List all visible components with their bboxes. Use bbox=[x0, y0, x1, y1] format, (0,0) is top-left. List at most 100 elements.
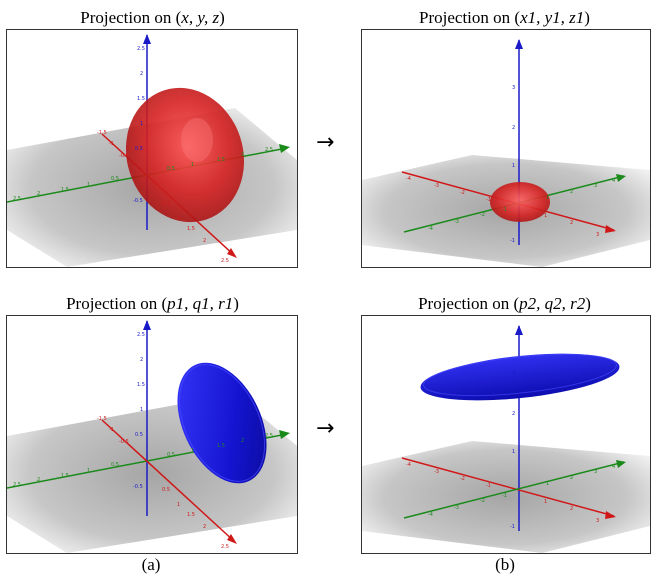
y-tick-label: 1 bbox=[87, 468, 90, 474]
y-tick-label: 3 bbox=[594, 469, 597, 475]
x-tick-label: -1.5 bbox=[97, 416, 107, 422]
x-tick-label: 2 bbox=[203, 524, 206, 530]
x-tick-label: -1 bbox=[109, 141, 114, 147]
z-axis-arrowhead bbox=[515, 325, 523, 335]
y-tick-label: 1.5 bbox=[61, 187, 69, 193]
y-tick-label: 0.5 bbox=[167, 166, 175, 172]
y-tick-label: 1 bbox=[546, 481, 549, 487]
x-tick-label: 1 bbox=[544, 213, 547, 219]
x-tick-label: -4 bbox=[406, 462, 411, 468]
x-tick-label: 1 bbox=[177, 502, 180, 508]
y-axis-arrowhead bbox=[279, 430, 290, 439]
x-tick-label: -0.5 bbox=[119, 439, 129, 445]
x-tick-label: 2 bbox=[570, 220, 573, 226]
panel-title-x1y1z1: Projection on (x1, y1, z1) bbox=[419, 8, 590, 27]
plot-panel-x1y1z1: 3 2 1 -1 -4 -3 -2 -1 1 2 3 -4 -3 -2 -1 1… bbox=[361, 29, 651, 268]
x-axis bbox=[401, 457, 615, 517]
x-tick-label: 1.5 bbox=[187, 226, 195, 232]
z-tick-label: 2 bbox=[512, 411, 515, 417]
x-tick-label: -3 bbox=[434, 469, 439, 475]
panel-title-xyz: Projection on (x, y, z) bbox=[80, 8, 225, 27]
y-tick-label: 2 bbox=[570, 189, 573, 195]
y-tick-label: 2.5 bbox=[13, 196, 21, 202]
z-tick-label: 2 bbox=[512, 125, 515, 131]
y-tick-label: 2 bbox=[37, 191, 40, 197]
z-tick-label: -0.5 bbox=[133, 198, 143, 204]
y-tick-label: 1.5 bbox=[217, 157, 225, 163]
y-tick-label: 2.5 bbox=[265, 433, 273, 439]
z-tick-label: 2.5 bbox=[137, 332, 145, 338]
panel-title-p2q2r2: Projection on (p2, q2, r2) bbox=[418, 294, 591, 313]
y-tick-label: 1.5 bbox=[61, 473, 69, 479]
y-tick-label: 2 bbox=[37, 477, 40, 483]
y-tick-label: -1 bbox=[502, 493, 507, 499]
plot-panel-xyz: 2.5 2 1.5 1 0.5 -0.5 -1.5 -1 -0.5 0.5 1 … bbox=[6, 29, 298, 268]
y-tick-label: 1.5 bbox=[217, 443, 225, 449]
caption-b: (b) bbox=[495, 555, 515, 574]
transition-arrow-bottom: → bbox=[316, 416, 335, 441]
z-tick-label: 1 bbox=[512, 449, 515, 455]
plot-panel-p2q2r2: 3 2 1 -1 -4 -3 -2 -1 1 2 3 -4 -3 -2 -1 1… bbox=[361, 315, 651, 554]
y-tick-label: 2 bbox=[570, 475, 573, 481]
z-tick-label: 3 bbox=[512, 85, 515, 91]
z-tick-label: 1 bbox=[140, 121, 143, 127]
y-tick-label: 1 bbox=[191, 162, 194, 168]
x-axis-arrowhead bbox=[605, 511, 616, 519]
x-axis-arrowhead bbox=[605, 225, 616, 233]
x-axis bbox=[101, 419, 236, 543]
transition-arrow-top: → bbox=[316, 130, 335, 155]
x-tick-label: 2 bbox=[570, 506, 573, 512]
z-tick-label: -1 bbox=[510, 238, 515, 244]
z-tick-label: -1 bbox=[510, 524, 515, 530]
ground-plane bbox=[362, 441, 650, 553]
x-tick-label: 3 bbox=[596, 518, 599, 524]
x-tick-label: -2 bbox=[460, 190, 465, 196]
y-tick-label: 0.5 bbox=[111, 176, 119, 182]
y-tick-label: 2.5 bbox=[13, 482, 21, 488]
y-tick-label: -3 bbox=[454, 219, 459, 225]
z-axis-arrowhead bbox=[143, 320, 151, 330]
x-tick-label: 0.5 bbox=[162, 487, 170, 493]
y-tick-label: 4 bbox=[612, 178, 615, 184]
z-tick-label: 0.5 bbox=[135, 146, 143, 152]
blue-disk bbox=[177, 362, 267, 484]
z-tick-label: 0.5 bbox=[135, 432, 143, 438]
z-tick-label: 2 bbox=[140, 71, 143, 77]
y-tick-label: 0.5 bbox=[167, 452, 175, 458]
y-axis-arrowhead bbox=[616, 460, 626, 468]
x-tick-label: -1 bbox=[486, 483, 491, 489]
x-tick-label: -1.5 bbox=[97, 130, 107, 136]
z-tick-label: 1 bbox=[512, 163, 515, 169]
z-axis-arrowhead bbox=[143, 34, 151, 44]
plot-panel-p1q1r1: 2.5 2 1.5 1 0.5 -0.5 -1.5 -1 -0.5 0.5 1 … bbox=[6, 315, 298, 554]
y-tick-label: -4 bbox=[428, 226, 433, 232]
x-axis-arrowhead bbox=[227, 248, 237, 258]
y-axis-arrowhead bbox=[616, 174, 626, 182]
x-tick-label: 3 bbox=[596, 232, 599, 238]
y-tick-label: -1 bbox=[502, 207, 507, 213]
y-tick-label: -2 bbox=[480, 498, 485, 504]
x-tick-label: -0.5 bbox=[119, 153, 129, 159]
z-tick-label: 3 bbox=[512, 371, 515, 377]
z-tick-label: 1.5 bbox=[137, 382, 145, 388]
y-tick-label: 2 bbox=[241, 152, 244, 158]
x-tick-label: -2 bbox=[460, 476, 465, 482]
z-axis-arrowhead bbox=[515, 39, 523, 49]
y-tick-label: 1 bbox=[191, 448, 194, 454]
disk-rim bbox=[178, 364, 266, 482]
y-tick-label: -4 bbox=[428, 512, 433, 518]
x-tick-label: 1.5 bbox=[187, 512, 195, 518]
y-tick-label: 3 bbox=[594, 183, 597, 189]
z-tick-label: -0.5 bbox=[133, 484, 143, 490]
z-tick-label: 1 bbox=[140, 407, 143, 413]
x-tick-label: -1 bbox=[486, 197, 491, 203]
x-axis-arrowhead bbox=[227, 534, 237, 544]
x-tick-label: -1 bbox=[109, 427, 114, 433]
x-tick-label: 2.5 bbox=[221, 544, 229, 550]
x-tick-label: 2.5 bbox=[221, 258, 229, 264]
y-tick-label: 2.5 bbox=[265, 147, 273, 153]
panel-title-p1q1r1: Projection on (p1, q1, r1) bbox=[66, 294, 239, 313]
z-tick-label: 2.5 bbox=[137, 46, 145, 52]
caption-a: (a) bbox=[141, 555, 161, 574]
red-ellipsoid-small bbox=[490, 182, 550, 222]
